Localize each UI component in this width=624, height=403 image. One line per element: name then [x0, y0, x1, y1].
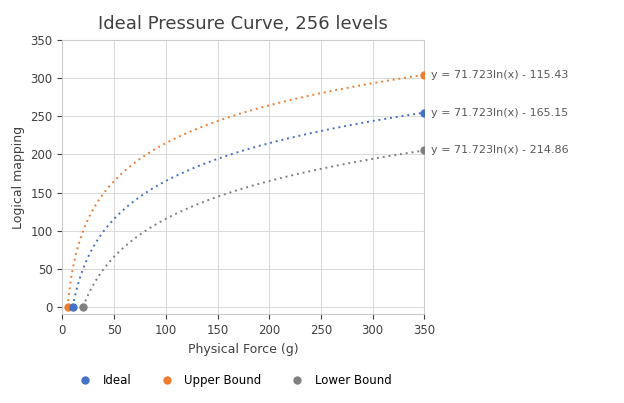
Point	[68, 303, 78, 310]
Point	[419, 109, 429, 116]
Point	[78, 303, 88, 310]
Text: y = 71.723ln(x) - 214.86: y = 71.723ln(x) - 214.86	[431, 145, 569, 156]
Point	[62, 303, 72, 310]
Point	[419, 72, 429, 78]
Text: y = 71.723ln(x) - 165.15: y = 71.723ln(x) - 165.15	[431, 108, 568, 118]
Y-axis label: Logical mapping: Logical mapping	[12, 126, 25, 229]
Text: y = 71.723ln(x) - 115.43: y = 71.723ln(x) - 115.43	[431, 70, 568, 80]
X-axis label: Physical Force (g): Physical Force (g)	[188, 343, 299, 355]
Point	[419, 147, 429, 154]
Title: Ideal Pressure Curve, 256 levels: Ideal Pressure Curve, 256 levels	[99, 15, 388, 33]
